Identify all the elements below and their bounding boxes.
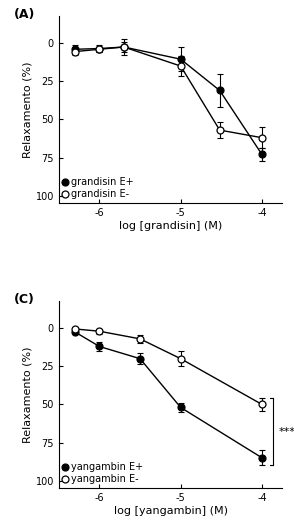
Legend: grandisin E+, grandisin E-: grandisin E+, grandisin E- (62, 176, 135, 201)
yangambin E- (260, 401, 264, 407)
grandisin E- (98, 46, 101, 52)
grandisin E- (260, 134, 264, 141)
Line: grandisin E-: grandisin E- (71, 44, 265, 141)
Line: yangambin E-: yangambin E- (71, 326, 265, 408)
grandisin E+ (122, 44, 126, 50)
yangambin E+ (73, 329, 77, 335)
yangambin E+ (179, 404, 183, 411)
grandisin E- (73, 48, 77, 55)
Legend: yangambin E+, yangambin E-: yangambin E+, yangambin E- (62, 461, 145, 485)
Line: grandisin E+: grandisin E+ (71, 44, 265, 158)
grandisin E- (122, 44, 126, 50)
yangambin E+ (260, 455, 264, 461)
yangambin E+ (98, 343, 101, 350)
Text: ***: *** (278, 427, 294, 437)
grandisin E+ (218, 87, 221, 93)
Y-axis label: Relaxamento (%): Relaxamento (%) (23, 61, 33, 158)
yangambin E- (138, 335, 142, 342)
yangambin E- (179, 355, 183, 362)
grandisin E+ (98, 45, 101, 51)
grandisin E- (218, 127, 221, 133)
grandisin E- (179, 63, 183, 69)
Text: (C): (C) (14, 293, 35, 306)
Y-axis label: Relaxamento (%): Relaxamento (%) (23, 346, 33, 443)
Line: yangambin E+: yangambin E+ (71, 329, 265, 461)
grandisin E+ (260, 151, 264, 158)
yangambin E+ (138, 355, 142, 362)
X-axis label: log [yangambin] (M): log [yangambin] (M) (113, 506, 228, 516)
grandisin E+ (179, 56, 183, 62)
Text: (A): (A) (14, 8, 36, 21)
yangambin E- (73, 326, 77, 332)
yangambin E- (98, 328, 101, 334)
grandisin E+ (73, 46, 77, 52)
X-axis label: log [grandisin] (M): log [grandisin] (M) (119, 221, 222, 231)
